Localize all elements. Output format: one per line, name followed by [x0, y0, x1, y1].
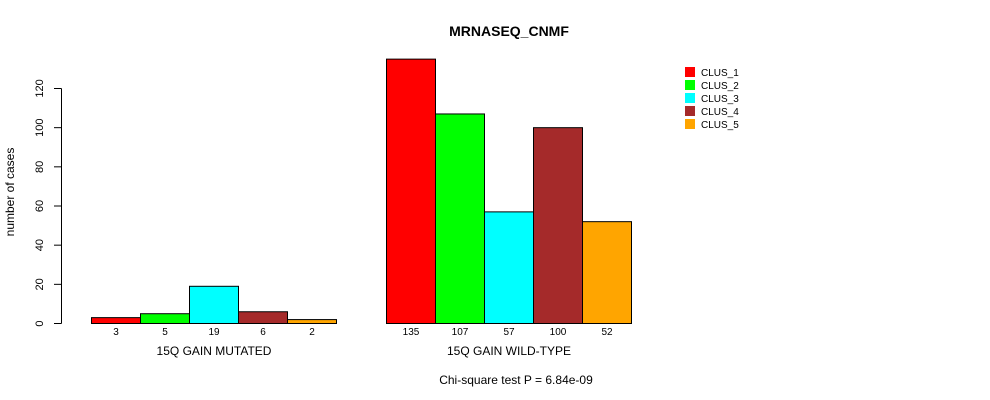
y-tick-label: 40 — [34, 239, 46, 251]
bar-clus-5-group-1 — [287, 319, 337, 325]
legend: CLUS_1 CLUS_2 CLUS_3 CLUS_4 CLUS_5 — [685, 67, 739, 131]
bar-clus-1-group-2 — [386, 58, 436, 324]
bar-count-label: 6 — [260, 327, 266, 338]
legend-label: CLUS_1 — [701, 68, 739, 79]
legend-swatch — [685, 67, 695, 77]
bar-clus-1-group-1 — [91, 317, 141, 324]
legend-label: CLUS_2 — [701, 81, 739, 92]
y-tick-label: 100 — [34, 118, 46, 136]
bar-clus-4-group-1 — [238, 311, 288, 324]
y-axis-label: number of cases — [3, 148, 17, 237]
y-tick-label: 20 — [34, 278, 46, 290]
group-labels: 15Q GAIN MUTATED 15Q GAIN WILD-TYPE — [157, 344, 571, 358]
bar-count-label: 100 — [550, 327, 567, 338]
bar-clus-3-group-1 — [189, 285, 239, 324]
chart-title: MRNASEQ_CNMF — [449, 23, 569, 39]
bar-clus-2-group-2 — [435, 113, 485, 325]
legend-label: CLUS_4 — [701, 107, 739, 118]
y-tick-label: 80 — [34, 161, 46, 173]
bars — [91, 58, 632, 325]
bar-count-label: 3 — [113, 327, 119, 338]
legend-swatch — [685, 93, 695, 103]
bar-count-label: 57 — [503, 327, 515, 338]
bar-count-label: 5 — [162, 327, 168, 338]
y-tick-label: 0 — [34, 320, 46, 326]
bar-count-label: 107 — [452, 327, 469, 338]
chi-square-footnote: Chi-square test P = 6.84e-09 — [439, 373, 593, 387]
bar-count-label: 2 — [309, 327, 315, 338]
bar-count-label: 19 — [208, 327, 220, 338]
y-axis: 0 20 40 60 80 100 120 — [34, 79, 62, 327]
bar-count-label: 135 — [403, 327, 420, 338]
y-tick-label: 60 — [34, 200, 46, 212]
group-label: 15Q GAIN WILD-TYPE — [447, 344, 571, 358]
bar-clus-4-group-2 — [533, 127, 583, 324]
group-label: 15Q GAIN MUTATED — [157, 344, 272, 358]
legend-label: CLUS_3 — [701, 94, 739, 105]
bar-count-label: 52 — [601, 327, 613, 338]
legend-label: CLUS_5 — [701, 120, 739, 131]
count-labels: 3 5 19 6 2 135 107 57 100 52 — [113, 327, 613, 338]
bar-clus-2-group-1 — [140, 313, 190, 325]
legend-swatch — [685, 80, 695, 90]
legend-swatch — [685, 119, 695, 129]
y-tick-label: 120 — [34, 79, 46, 97]
bar-clus-3-group-2 — [484, 211, 534, 324]
bar-clus-5-group-2 — [582, 221, 632, 325]
legend-swatch — [685, 106, 695, 116]
